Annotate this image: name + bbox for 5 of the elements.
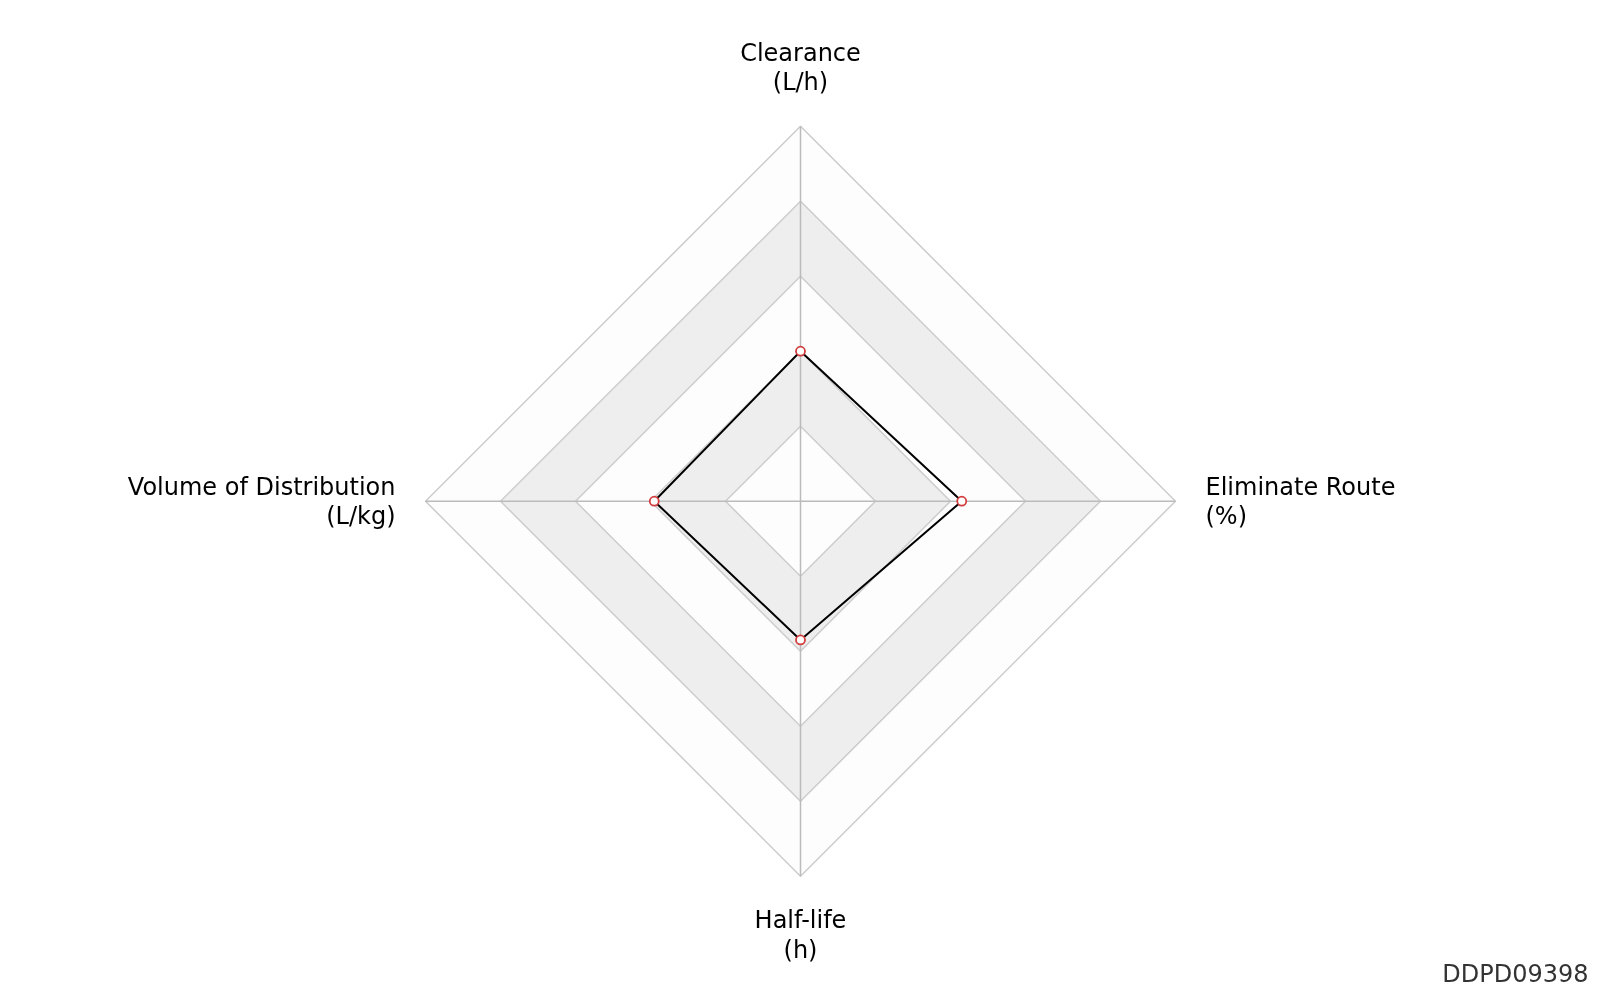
text: DDPD09398 xyxy=(1442,959,1589,988)
spoke-label: Eliminate Route (%) xyxy=(1205,472,1396,530)
spoke-label: Half-life (h) xyxy=(754,906,847,964)
spoke-label: Volume of Distribution (L/kg) xyxy=(127,472,396,530)
spoke-label: Clearance (L/h) xyxy=(740,38,861,97)
